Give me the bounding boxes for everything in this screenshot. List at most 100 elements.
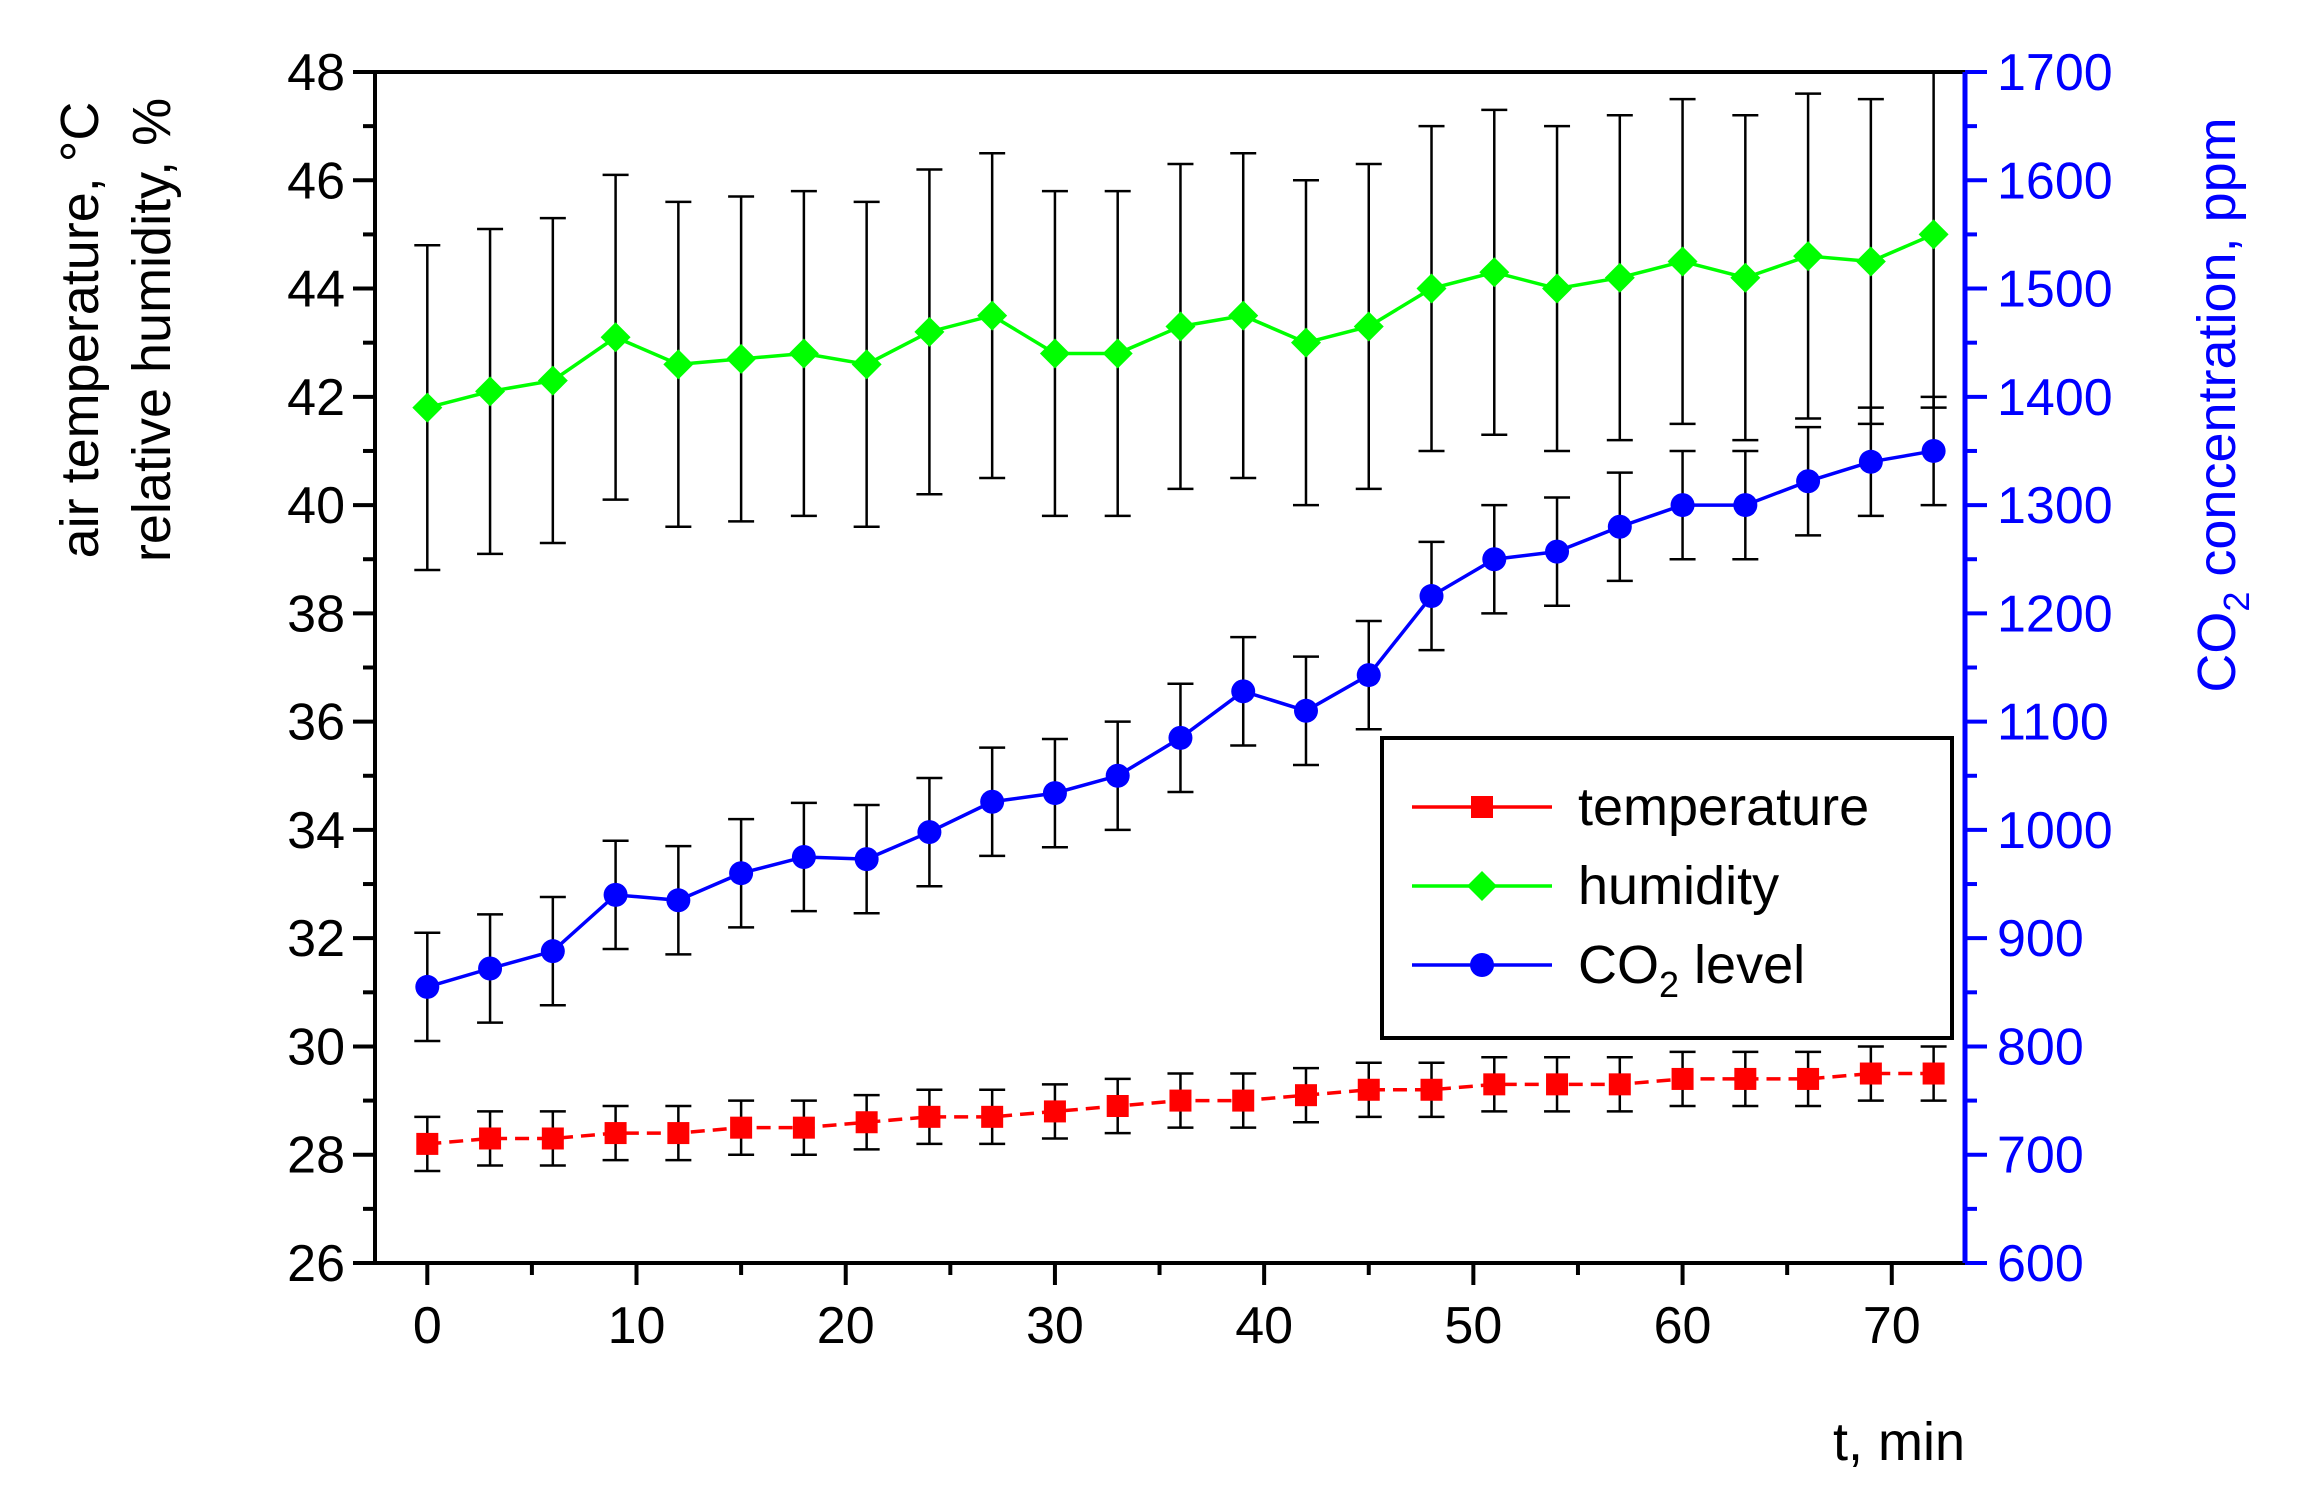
legend-key-marker [1467, 871, 1497, 901]
y-right-tick-label: 800 [1997, 1018, 2084, 1076]
data-point [1357, 1078, 1380, 1101]
data-point [1921, 438, 1946, 463]
data-point [1042, 781, 1067, 806]
y-right-tick-label: 600 [1997, 1235, 2084, 1293]
data-point [1039, 338, 1070, 369]
x-tick-label: 10 [608, 1297, 666, 1355]
data-point [541, 1127, 564, 1150]
data-point [917, 820, 942, 845]
data-point [1293, 698, 1318, 723]
data-point [1608, 1073, 1631, 1096]
y-axis-right-title-rest: concentration, ppm [2187, 117, 2247, 591]
data-point [479, 1127, 502, 1150]
x-tick-label: 0 [413, 1297, 442, 1355]
data-point [980, 789, 1005, 814]
data-point [914, 316, 945, 347]
y-left-tick-label: 36 [287, 694, 345, 752]
y-left-tick-label: 30 [287, 1018, 345, 1076]
y-axis-right-title-sub: 2 [2216, 592, 2257, 612]
data-point [1353, 311, 1384, 342]
x-tick-label: 70 [1863, 1297, 1921, 1355]
data-point [1416, 273, 1447, 304]
data-point [1294, 1084, 1317, 1107]
y-left-tick-label: 40 [287, 477, 345, 535]
y-axis-left-title-line1: air temperature, °C [50, 102, 110, 559]
data-point [1546, 1073, 1569, 1096]
series-humidity [412, 72, 1949, 572]
y-axis-left-title-line2: relative humidity, % [122, 98, 182, 562]
data-point [788, 338, 819, 369]
data-point [666, 888, 691, 913]
legend-keys [1412, 796, 1552, 977]
y-left-tick-label: 46 [287, 152, 345, 210]
data-point [600, 322, 631, 353]
data-point [729, 861, 754, 886]
data-point [537, 365, 568, 396]
data-point [1734, 1067, 1757, 1090]
data-point [1043, 1100, 1066, 1123]
legend-label-temperature: temperature [1578, 777, 1869, 837]
y-left-tick-label: 44 [287, 261, 345, 319]
data-point [1607, 514, 1632, 539]
y-right-tick-label: 1000 [1997, 802, 2113, 860]
data-point [416, 1132, 439, 1155]
data-point [412, 392, 443, 423]
data-point [540, 939, 565, 964]
y-axis-right-title: CO2 concentration, ppm [2187, 117, 2257, 692]
y-right-tick-label: 1100 [1997, 694, 2109, 752]
x-tick-label: 60 [1654, 1297, 1712, 1355]
data-point [603, 882, 628, 907]
data-point [1420, 1078, 1443, 1101]
legend-co2-sub: 2 [1659, 964, 1679, 1005]
y-right-tick-label: 900 [1997, 910, 2084, 968]
data-point [1105, 763, 1130, 788]
legend-key-marker [1470, 953, 1494, 977]
data-point [475, 376, 506, 407]
data-point [1232, 1089, 1255, 1112]
data-point [1102, 338, 1133, 369]
x-axis-title: t, min [1833, 1412, 1965, 1472]
data-point [1542, 273, 1573, 304]
data-point [663, 349, 694, 380]
x-tick-label: 20 [817, 1297, 875, 1355]
data-point [1855, 246, 1886, 277]
data-point [1730, 262, 1761, 293]
y-left-tick-label: 38 [287, 585, 345, 643]
data-point [981, 1105, 1004, 1128]
x-tick-label: 50 [1444, 1297, 1502, 1355]
data-point [855, 1111, 878, 1134]
y-left-tick-label: 34 [287, 802, 345, 860]
legend-label-humidity: humidity [1578, 856, 1779, 916]
y-left-tick-label: 42 [287, 369, 345, 427]
y-left-tick-label: 48 [287, 44, 345, 102]
data-point [1165, 311, 1196, 342]
y-right-tick-label: 1500 [1997, 261, 2113, 319]
data-point [851, 349, 882, 380]
data-point [604, 1122, 627, 1145]
legend-key-marker [1471, 796, 1493, 818]
data-point [1483, 1073, 1506, 1096]
x-tick-label: 30 [1026, 1297, 1084, 1355]
data-point [1671, 1067, 1694, 1090]
data-point [854, 847, 879, 872]
data-point [730, 1116, 753, 1139]
y-left-tick-label: 26 [287, 1235, 345, 1293]
data-point [791, 844, 816, 869]
data-point [1670, 493, 1695, 518]
legend-label-co2: CO2 level [1578, 935, 1805, 1005]
data-point [1545, 539, 1570, 564]
legend-co2-rest: level [1679, 935, 1805, 995]
x-tick-label: 40 [1235, 1297, 1293, 1355]
data-point [792, 1116, 815, 1139]
legend: temperature humidity CO2 level [1380, 736, 1954, 1040]
y-left-tick-label: 32 [287, 910, 345, 968]
data-point [726, 343, 757, 374]
data-point [1482, 547, 1507, 572]
data-point [1231, 679, 1256, 704]
data-point [1859, 1062, 1882, 1085]
data-layer [412, 72, 1949, 1173]
data-point [478, 956, 503, 981]
data-point [1168, 725, 1193, 750]
data-point [1922, 1062, 1945, 1085]
